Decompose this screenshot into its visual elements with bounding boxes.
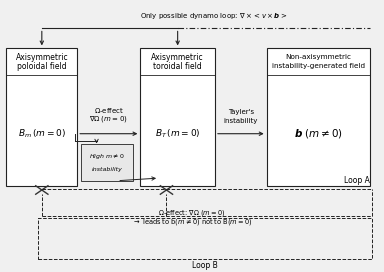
Text: toroidal field: toroidal field: [153, 62, 202, 71]
Text: instability-generated field: instability-generated field: [272, 63, 365, 69]
Text: $\Omega$-effect: $\Omega$-effect: [94, 106, 124, 115]
Bar: [38, 218, 372, 259]
Text: $\boldsymbol{b}\;(m\neq 0)$: $\boldsymbol{b}\;(m\neq 0)$: [294, 127, 343, 140]
Text: Non-axisymmetric: Non-axisymmetric: [285, 54, 351, 60]
Text: $\rightarrow$ leads to b($m\neq 0$) not to B($m=0$): $\rightarrow$ leads to b($m\neq 0$) not …: [132, 217, 252, 227]
Text: instability: instability: [223, 118, 258, 124]
Bar: [81, 144, 133, 181]
Text: $B_T\,(m=0)$: $B_T\,(m=0)$: [155, 128, 200, 140]
Text: Loop B: Loop B: [192, 261, 218, 270]
Text: $\Omega$-effect: $\nabla\Omega\;(m=0)$: $\Omega$-effect: $\nabla\Omega\;(m=0)$: [158, 208, 226, 218]
Text: Tayler's: Tayler's: [228, 109, 254, 115]
Text: $\nabla\Omega\;(m=0)$: $\nabla\Omega\;(m=0)$: [89, 115, 128, 124]
Text: Loop A: Loop A: [344, 176, 370, 185]
Bar: [266, 48, 370, 186]
Text: $B_m\,(m=0)$: $B_m\,(m=0)$: [18, 128, 66, 140]
Text: poloidal field: poloidal field: [17, 62, 67, 71]
Bar: [140, 48, 215, 186]
Text: Axisymmetric: Axisymmetric: [151, 53, 204, 62]
Text: Axisymmetric: Axisymmetric: [15, 53, 68, 62]
Bar: [7, 48, 77, 186]
Text: instability: instability: [91, 167, 122, 172]
Text: High $m\neq 0$: High $m\neq 0$: [89, 152, 125, 161]
Text: Only possible dynamo loop: $\nabla\times < v \times \boldsymbol{b} >$: Only possible dynamo loop: $\nabla\times…: [140, 11, 287, 21]
